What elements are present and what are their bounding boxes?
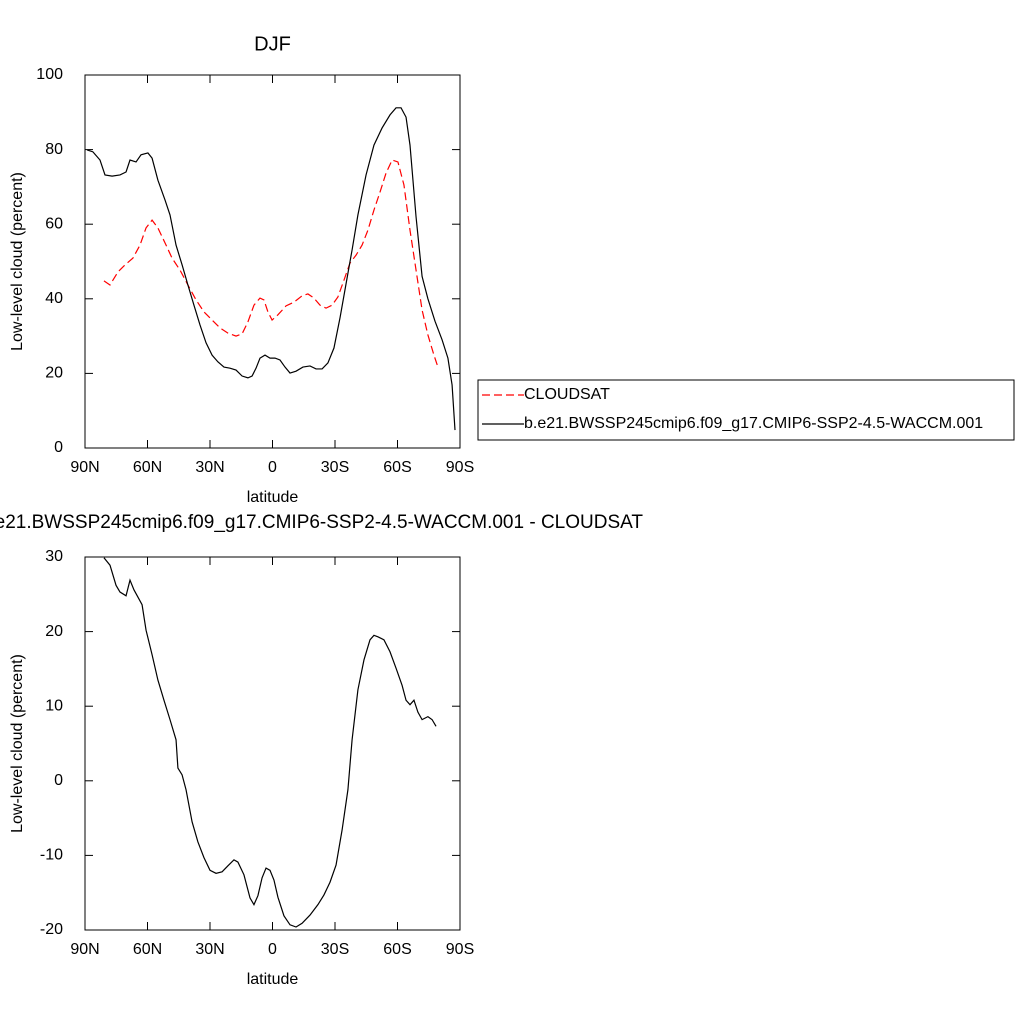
- y-tick-label: 100: [36, 66, 63, 83]
- x-tick-label: 60S: [383, 941, 411, 958]
- x-tick-label: 90N: [70, 459, 99, 476]
- x-tick-label: 60N: [133, 459, 162, 476]
- y-tick-label: 0: [54, 439, 63, 456]
- plot-frame: [84, 556, 461, 931]
- y-tick-label: 60: [45, 215, 63, 232]
- x-tick-label: 0: [268, 459, 277, 476]
- plot-frame: [84, 74, 461, 449]
- y-tick-label: 20: [45, 623, 63, 640]
- x-tick-label: 30N: [195, 459, 224, 476]
- legend-box: [477, 379, 1015, 441]
- y-tick-label: 20: [45, 365, 63, 382]
- y-tick-label: 80: [45, 141, 63, 158]
- x-tick-label: 60S: [383, 459, 411, 476]
- chart-title: b.e21.BWSSP245cmip6.f09_g17.CMIP6-SSP2-4…: [0, 512, 643, 533]
- x-tick-label: 90S: [446, 459, 474, 476]
- data-line: [103, 159, 439, 368]
- y-tick-label: 30: [45, 548, 63, 565]
- data-line: [86, 107, 456, 431]
- x-tick-label: 90S: [446, 941, 474, 958]
- y-tick-label: 40: [45, 290, 63, 307]
- y-axis-label: Low-level cloud (percent): [9, 654, 26, 833]
- x-axis-label: latitude: [247, 971, 299, 988]
- x-tick-label: 30S: [321, 459, 349, 476]
- legend-label: b.e21.BWSSP245cmip6.f09_g17.CMIP6-SSP2-4…: [524, 415, 983, 432]
- legend-label: CLOUDSAT: [524, 386, 610, 403]
- y-tick-label: 10: [45, 697, 63, 714]
- x-tick-label: 30N: [195, 941, 224, 958]
- x-tick-label: 30S: [321, 941, 349, 958]
- y-axis-label: Low-level cloud (percent): [9, 172, 26, 351]
- x-tick-label: 90N: [70, 941, 99, 958]
- x-tick-label: 60N: [133, 941, 162, 958]
- y-tick-label: 0: [54, 772, 63, 789]
- chart-title: DJF: [254, 33, 291, 55]
- y-tick-label: -20: [40, 921, 63, 938]
- data-line: [103, 557, 437, 928]
- x-tick-label: 0: [268, 941, 277, 958]
- y-tick-label: -10: [40, 847, 63, 864]
- x-axis-label: latitude: [247, 489, 299, 506]
